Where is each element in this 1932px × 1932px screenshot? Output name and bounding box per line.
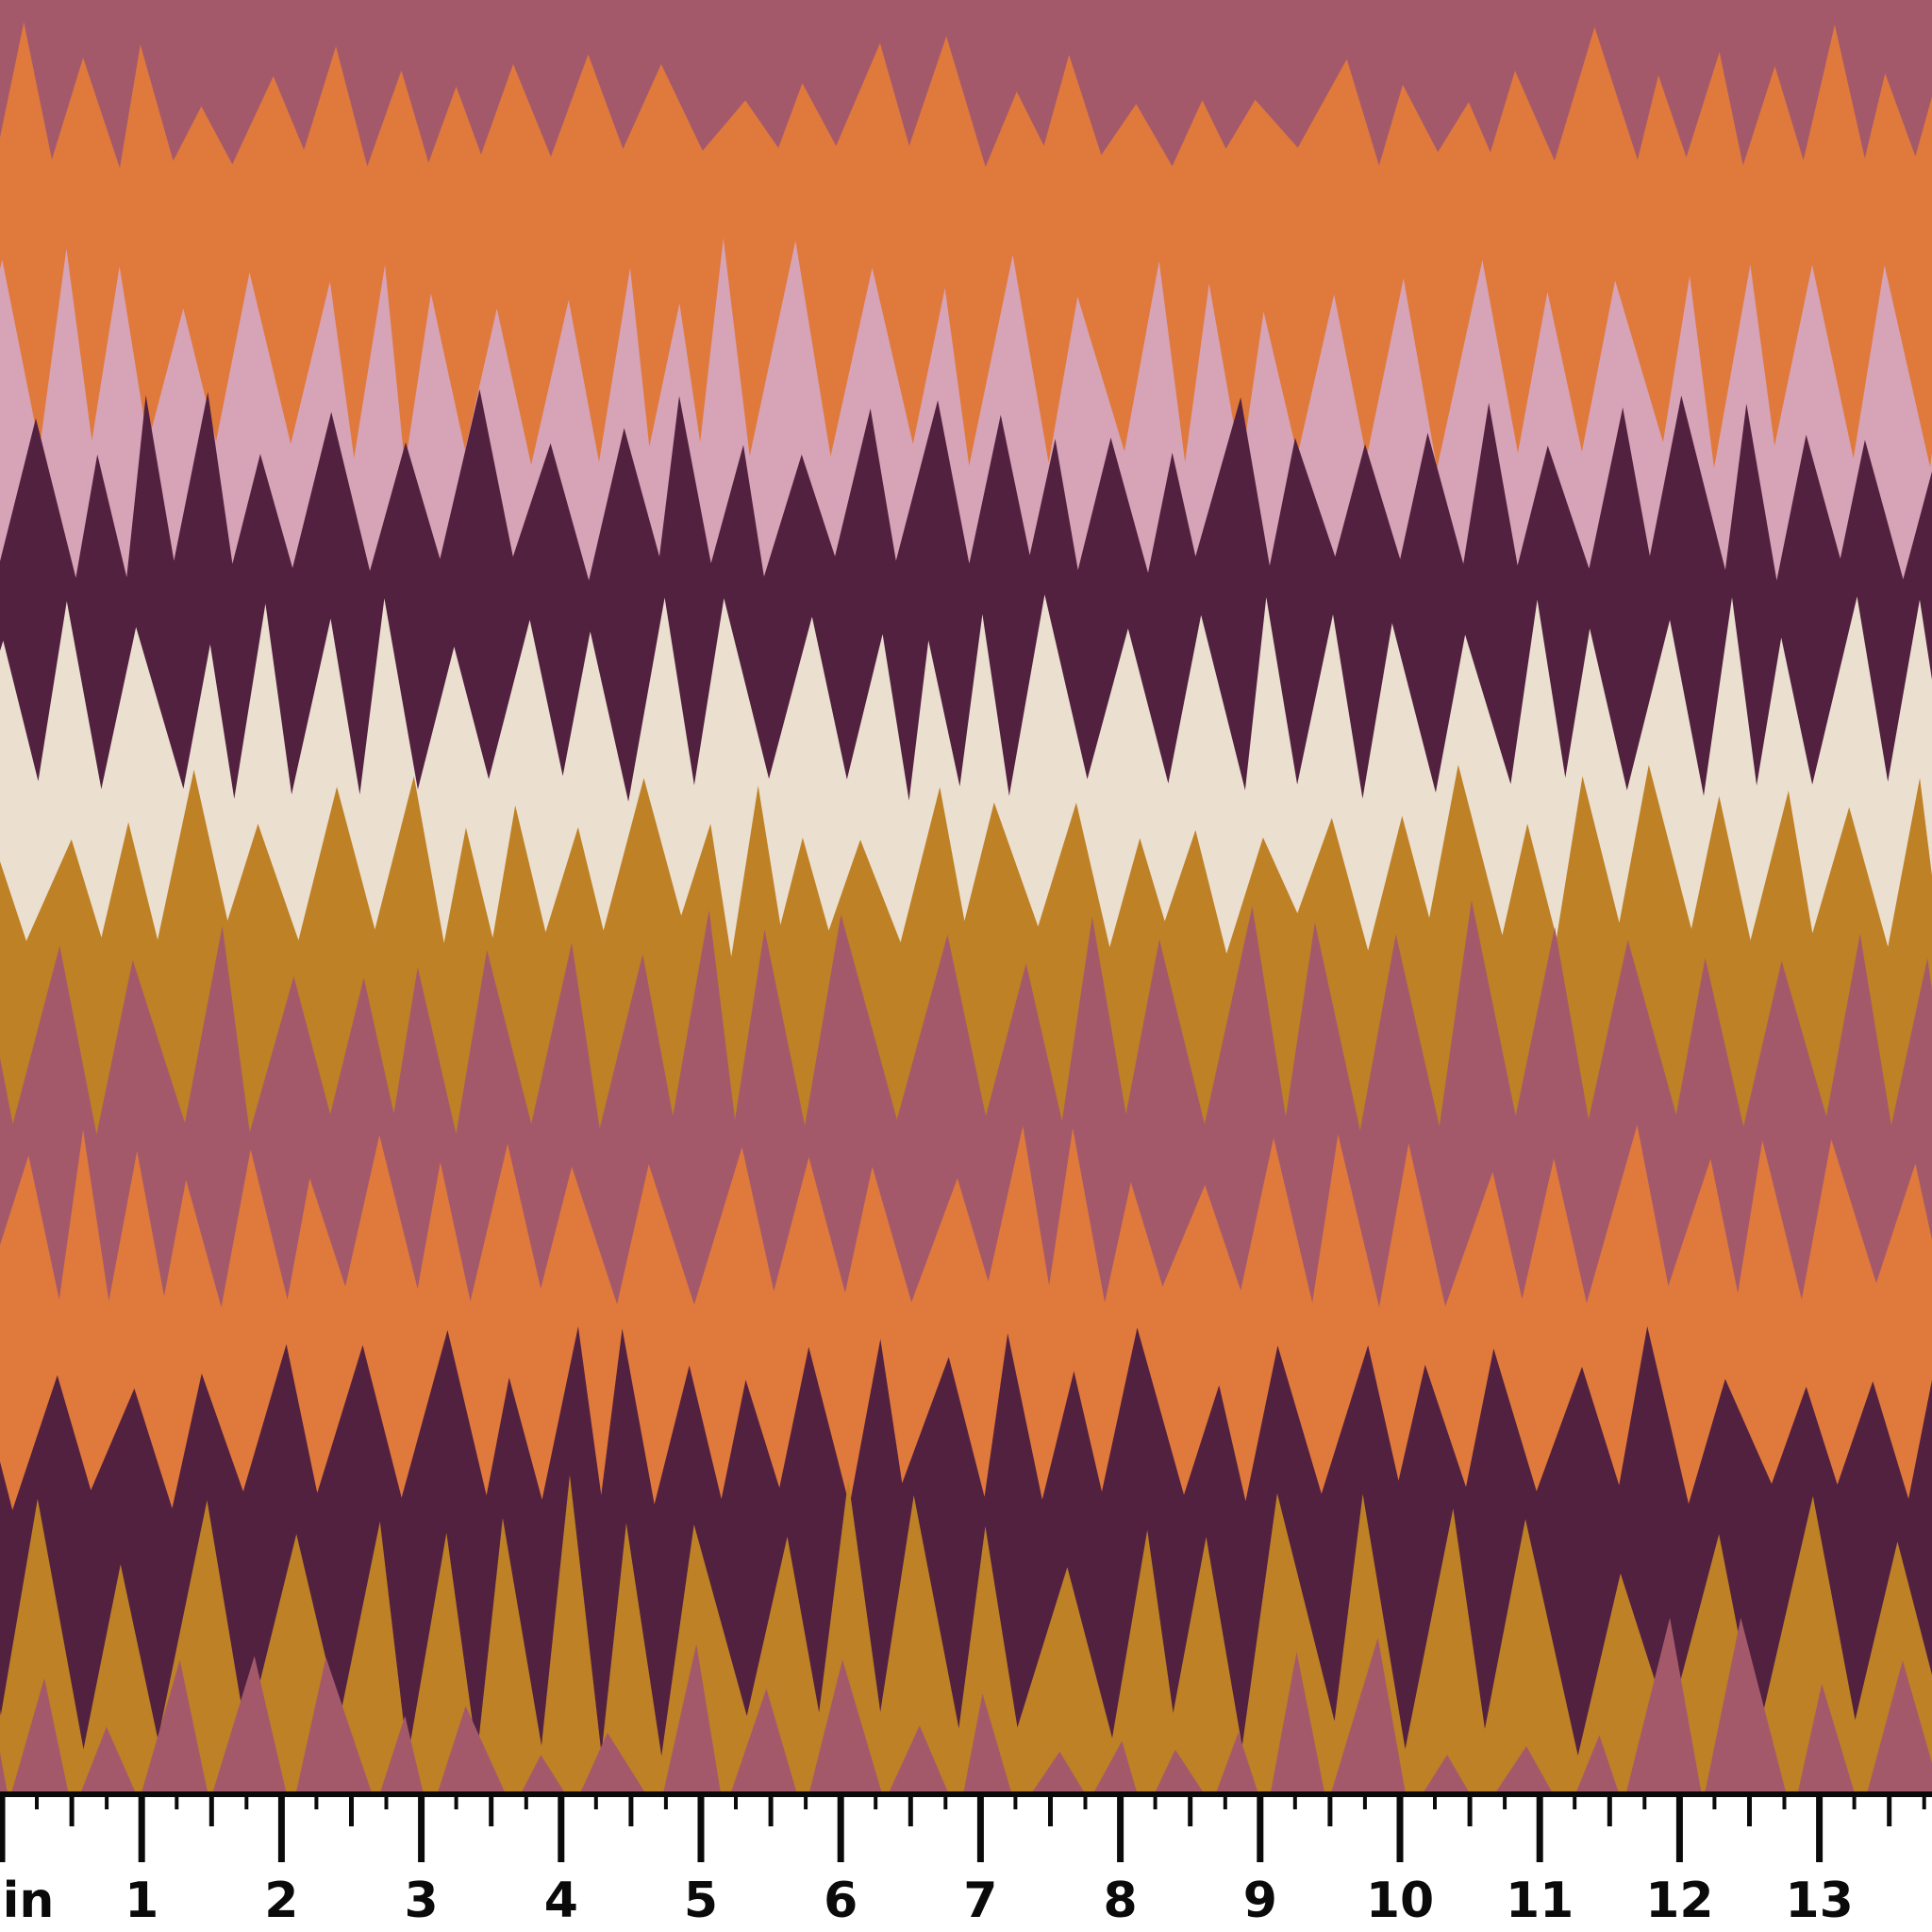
ruler-tick-quarter bbox=[244, 1795, 249, 1809]
ruler-tick-quarter bbox=[314, 1795, 319, 1809]
ruler-tick-inch bbox=[1396, 1795, 1404, 1862]
ruler-inch-label: 2 bbox=[264, 1873, 298, 1929]
ruler-inch-label: 11 bbox=[1506, 1873, 1574, 1929]
ruler-tick-half bbox=[908, 1795, 913, 1826]
ruler-tick-quarter bbox=[1503, 1795, 1507, 1809]
zigzag-band-9-rose bbox=[0, 1617, 1932, 1819]
ruler-tick-inch bbox=[0, 1795, 6, 1862]
ruler-tick-inch bbox=[1536, 1795, 1543, 1862]
ruler-tick-quarter bbox=[1083, 1795, 1088, 1809]
ruler-inch-label: 12 bbox=[1645, 1873, 1713, 1929]
ruler-inch-label: 7 bbox=[963, 1873, 997, 1929]
ruler-tick-quarter bbox=[804, 1795, 808, 1809]
ruler-tick-quarter bbox=[384, 1795, 389, 1809]
ruler-tick-quarter bbox=[593, 1795, 598, 1809]
ruler-tick-quarter bbox=[175, 1795, 179, 1809]
ruler-tick-quarter bbox=[1362, 1795, 1367, 1809]
ruler-inch-label: 13 bbox=[1785, 1873, 1853, 1929]
ruler-tick-quarter bbox=[454, 1795, 458, 1809]
ruler-tick-quarter bbox=[524, 1795, 528, 1809]
ruler-tick-quarter bbox=[1292, 1795, 1297, 1809]
ruler-tick-quarter bbox=[1642, 1795, 1647, 1809]
ruler-tick-inch bbox=[976, 1795, 984, 1862]
ruler-inch-label: 6 bbox=[824, 1873, 858, 1929]
ruler-tick-half bbox=[1327, 1795, 1333, 1826]
ruler-inch-label: 1 bbox=[125, 1873, 158, 1929]
ruler-edge-line bbox=[0, 1791, 1932, 1797]
ruler-inch-label: 5 bbox=[684, 1873, 718, 1929]
ruler-tick-inch bbox=[1816, 1795, 1824, 1862]
ruler-tick-inch bbox=[697, 1795, 705, 1862]
ruler-tick-half bbox=[628, 1795, 634, 1826]
ruler-tick-half bbox=[489, 1795, 494, 1826]
ruler-tick-quarter bbox=[1782, 1795, 1787, 1809]
ruler-inch-label: 10 bbox=[1366, 1873, 1434, 1929]
ruler-tick-quarter bbox=[35, 1795, 39, 1809]
ruler-tick-inch bbox=[138, 1795, 145, 1862]
ruler-tick-quarter bbox=[1013, 1795, 1018, 1809]
zigzag-bands bbox=[0, 22, 1932, 1819]
ruler-tick-quarter bbox=[874, 1795, 878, 1809]
ruler-tick-half bbox=[349, 1795, 354, 1826]
ruler-tick-quarter bbox=[1922, 1795, 1926, 1809]
ruler-tick-inch bbox=[558, 1795, 565, 1862]
ruler-tick-half bbox=[1467, 1795, 1473, 1826]
ruler-inch-label: 3 bbox=[405, 1873, 439, 1929]
zigzag-band-8-mustard bbox=[0, 1474, 1932, 1802]
ruler-tick-quarter bbox=[943, 1795, 948, 1809]
ruler-tick-inch bbox=[418, 1795, 425, 1862]
ruler-unit-label: in bbox=[3, 1873, 55, 1929]
ruler-tick-inch bbox=[277, 1795, 285, 1862]
ruler-tick-half bbox=[208, 1795, 214, 1826]
ruler-tick-quarter bbox=[663, 1795, 668, 1809]
inch-ruler: in 1 2 3 4 5 6 7 8 9 10 11 12 13 bbox=[0, 1791, 1932, 1932]
ruler-tick-half bbox=[1048, 1795, 1053, 1826]
ruler-tick-half bbox=[768, 1795, 774, 1826]
ruler-tick-inch bbox=[1117, 1795, 1124, 1862]
ruler-tick-quarter bbox=[1573, 1795, 1577, 1809]
ruler-tick-half bbox=[1747, 1795, 1752, 1826]
ruler-tick-inch bbox=[837, 1795, 844, 1862]
ruler-tick-quarter bbox=[1852, 1795, 1857, 1809]
ruler-inch-label: 4 bbox=[544, 1873, 578, 1929]
ruler-tick-quarter bbox=[105, 1795, 109, 1809]
ruler-inch-label: 8 bbox=[1104, 1873, 1138, 1929]
ruler-tick-quarter bbox=[734, 1795, 738, 1809]
ruler-tick-inch bbox=[1257, 1795, 1264, 1862]
ruler-tick-half bbox=[1887, 1795, 1892, 1826]
ruler-labels: in 1 2 3 4 5 6 7 8 9 10 11 12 13 bbox=[3, 1873, 1854, 1929]
ruler-inch-label: 9 bbox=[1243, 1873, 1277, 1929]
ruler-ticks bbox=[0, 1795, 1926, 1862]
ruler-tick-quarter bbox=[1712, 1795, 1717, 1809]
ruler-tick-inch bbox=[1675, 1795, 1683, 1862]
ruler-tick-quarter bbox=[1153, 1795, 1158, 1809]
ruler-tick-half bbox=[1188, 1795, 1193, 1826]
ruler-tick-half bbox=[1607, 1795, 1612, 1826]
ruler-tick-half bbox=[69, 1795, 75, 1826]
ruler-tick-quarter bbox=[1223, 1795, 1227, 1809]
ruler-tick-quarter bbox=[1433, 1795, 1437, 1809]
